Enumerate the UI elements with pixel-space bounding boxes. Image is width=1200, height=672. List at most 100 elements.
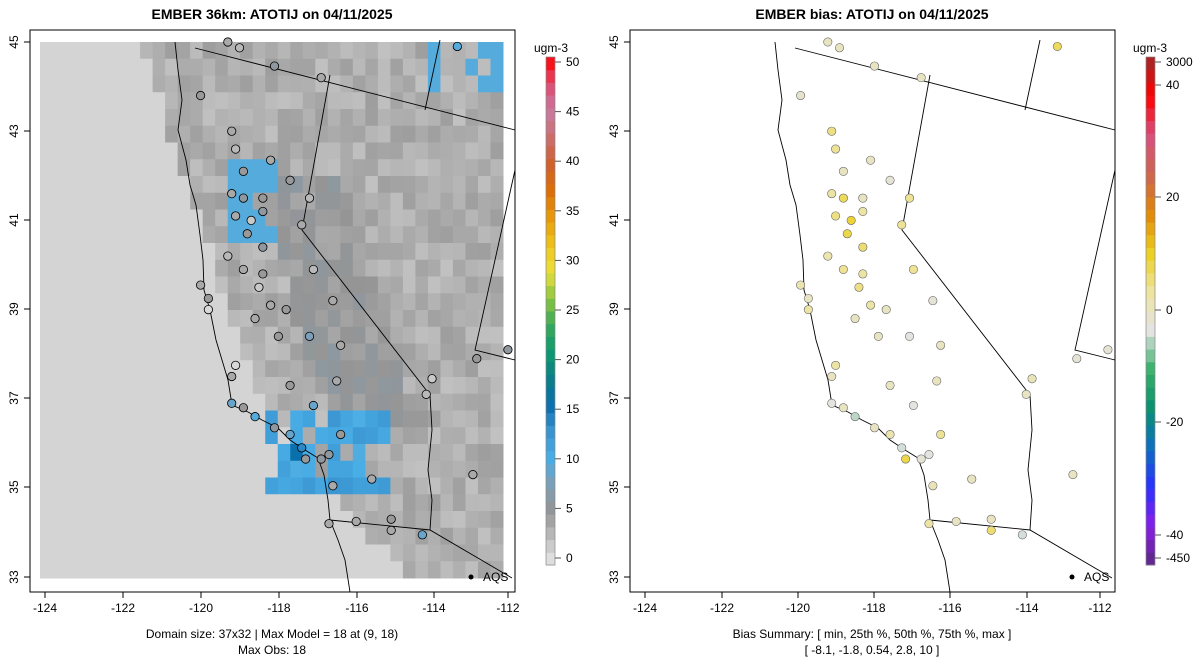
model-grid-cell [477,310,491,328]
model-grid-cell [252,494,266,512]
colorbar-tick-label: 15 [566,402,580,416]
model-grid-cell [277,393,291,411]
model-grid-cell [265,477,279,495]
colorbar-segment [546,438,555,452]
right-footer-bias-header: Bias Summary: [ min, 25th %, 50th %, 75t… [732,627,1012,641]
left-plot-frame [29,29,516,593]
model-grid-cell [265,527,279,545]
bias-station-marker [838,166,848,176]
model-grid-cell [377,125,391,143]
model-grid-cell [302,511,316,529]
model-grid-cell [52,494,66,512]
bias-station-marker [936,340,946,350]
model-grid-cell [265,125,279,143]
model-grid-cell [302,276,316,294]
right-plot-title: EMBER bias: ATOTIJ on 04/11/2025 [755,6,989,22]
model-grid-cell [352,544,366,562]
bias-station-marker [986,514,996,524]
model-grid-cell [477,192,491,210]
model-grid-cell [277,75,291,93]
model-grid-cell [365,444,379,462]
model-grid-cell [40,527,54,545]
model-grid-cell [115,109,129,127]
model-grid-cell [127,310,141,328]
model-grid-cell [427,142,441,160]
obs-station-marker [223,37,233,47]
model-grid-cell [490,410,504,428]
obs-station-marker [468,470,478,480]
bias-station-marker [905,193,915,203]
colorbar-segment [1146,425,1155,439]
obs-station-marker [238,193,248,203]
colorbar-segment [1146,209,1155,223]
model-grid-cell [240,427,254,445]
obs-station-marker [472,354,482,364]
model-grid-cell [140,377,154,395]
model-grid-cell [177,393,191,411]
model-grid-cell [152,176,166,194]
colorbar-segment [546,463,555,477]
model-grid-cell [340,92,354,110]
model-grid-cell [265,42,279,60]
model-grid-cell [452,326,466,344]
model-grid-cell [90,360,104,378]
model-grid-cell [102,410,116,428]
model-grid-cell [252,343,266,361]
bias-station-marker [897,220,907,230]
model-grid-cell [152,310,166,328]
model-grid-cell [477,176,491,194]
model-grid-cell [440,276,454,294]
model-grid-cell [215,142,229,160]
model-grid-cell [277,259,291,277]
model-grid-cell [465,276,479,294]
model-grid-cell [415,209,429,227]
model-grid-cell [190,343,204,361]
model-grid-cell [215,393,229,411]
model-grid-cell [402,511,416,529]
model-grid-cell [102,259,116,277]
model-grid-cell [277,360,291,378]
model-grid-cell [490,42,504,60]
model-grid-cell [177,494,191,512]
bias-station-marker [870,423,880,433]
model-grid-cell [490,494,504,512]
model-grid-cell [377,176,391,194]
model-grid-cell [365,527,379,545]
model-grid-cell [65,192,79,210]
colorbar-segment [546,133,555,147]
model-grid-cell [240,494,254,512]
model-grid-cell [440,494,454,512]
model-grid-cell [352,42,366,60]
model-grid-cell [177,511,191,529]
y-tick-label-right: 45 [607,35,621,49]
obs-station-marker [227,126,237,136]
model-grid-cell [102,176,116,194]
model-grid-cell [65,176,79,194]
model-grid-cell [215,276,229,294]
aqs-legend-dot [468,574,474,580]
colorbar-segment [546,311,555,325]
model-grid-cell [65,75,79,93]
model-grid-cell [177,176,191,194]
bias-station-marker [858,193,868,203]
model-grid-cell [427,393,441,411]
model-grid-cell [102,326,116,344]
model-grid-cell [140,243,154,261]
colorbar-segment [1146,336,1155,350]
model-grid-cell [152,427,166,445]
colorbar-segment [1146,158,1155,172]
colorbar-segment [546,514,555,528]
model-grid-cell [427,360,441,378]
model-grid-cell [315,58,329,76]
model-grid-cell [115,544,129,562]
colorbar-frame [1145,56,1156,566]
model-grid-cell [115,477,129,495]
colorbar-segment [1146,260,1155,274]
model-grid-cell [65,92,79,110]
model-grid-cell [202,477,216,495]
model-grid-cell [340,460,354,478]
bias-station-marker [928,296,938,306]
model-grid-cell [340,393,354,411]
